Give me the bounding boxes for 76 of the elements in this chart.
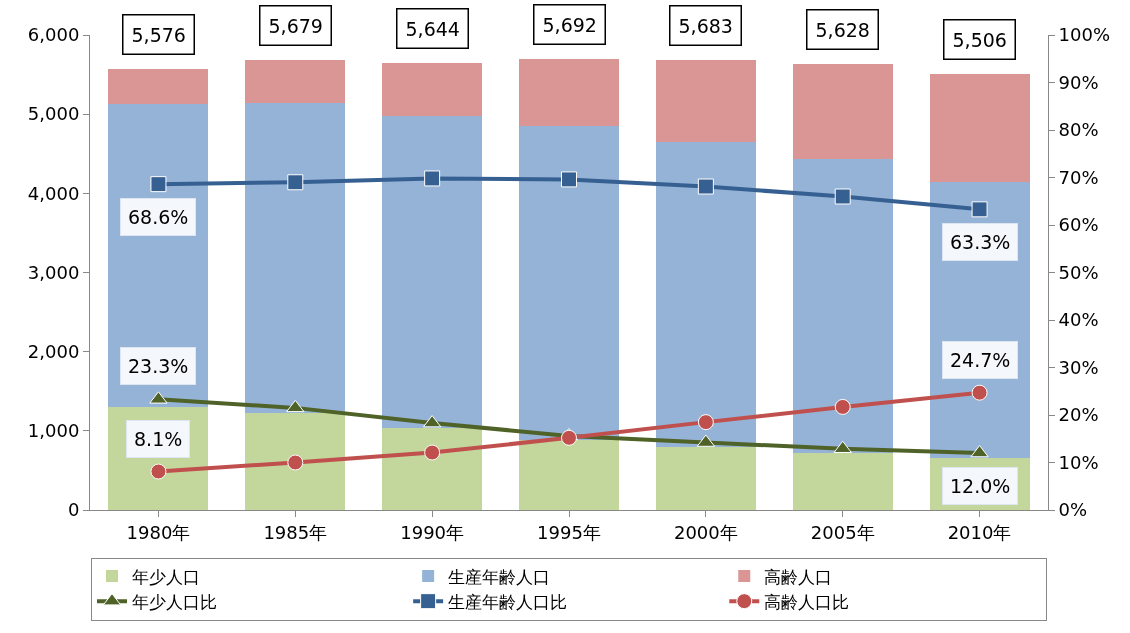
total-label: 5,576 <box>131 23 186 46</box>
legend-label: 生産年齢人口 <box>448 566 551 587</box>
total-label: 5,692 <box>542 13 597 36</box>
y2-tick-label: 80% <box>1058 119 1099 141</box>
total-label: 5,628 <box>815 18 870 41</box>
legend-label: 年少人口比 <box>132 591 217 612</box>
bar <box>655 141 756 447</box>
y2-tick-label: 20% <box>1058 404 1099 426</box>
bar <box>245 413 346 510</box>
legend-label: 生産年齢人口比 <box>448 591 568 612</box>
bar <box>245 103 346 414</box>
bar <box>519 126 619 440</box>
data-label: 23.3% <box>128 355 189 377</box>
bar <box>792 64 893 159</box>
point <box>561 171 577 188</box>
point <box>424 444 441 461</box>
bar <box>245 60 346 104</box>
point <box>287 174 304 191</box>
point <box>697 178 714 195</box>
y-tick-label: 2,000 <box>27 340 80 362</box>
y2-tick-label: 90% <box>1058 71 1099 93</box>
bar <box>382 428 483 510</box>
data-label: 8.1% <box>134 428 183 450</box>
x-tick-label: 2010年 <box>947 521 1012 543</box>
point <box>697 414 714 431</box>
data-label: 63.3% <box>950 231 1011 253</box>
y-tick-label: 6,000 <box>27 24 80 46</box>
data-label: 24.7% <box>950 349 1011 371</box>
total-label: 5,644 <box>405 17 460 40</box>
point <box>834 398 851 415</box>
y-tick-label: 1,000 <box>27 420 80 442</box>
point <box>286 399 305 413</box>
y2-tick-label: 70% <box>1058 166 1099 188</box>
y2-tick-label: 10% <box>1058 451 1099 473</box>
point <box>424 170 441 187</box>
y-tick-label: 0 <box>67 499 80 521</box>
point <box>150 176 167 193</box>
y2-tick-label: 40% <box>1058 309 1099 331</box>
y2-tick-label: 60% <box>1058 214 1099 236</box>
point <box>834 188 851 205</box>
y-tick-label: 4,000 <box>27 182 80 204</box>
point <box>150 463 167 480</box>
total-label: 5,506 <box>952 28 1007 51</box>
point <box>971 201 988 218</box>
legend-label: 高齢人口 <box>764 566 833 587</box>
x-tick-label: 1995年 <box>537 521 601 543</box>
bar <box>655 446 756 510</box>
bar <box>519 439 619 510</box>
data-label: 12.0% <box>950 475 1011 497</box>
y-tick-label: 3,000 <box>27 261 80 283</box>
data-label: 68.6% <box>128 206 189 228</box>
point <box>287 454 304 471</box>
bar <box>519 59 619 127</box>
bar <box>108 68 209 105</box>
y2-tick-label: 50% <box>1058 261 1099 283</box>
point <box>561 429 577 446</box>
point <box>971 384 988 401</box>
x-tick-label: 1985年 <box>263 521 328 543</box>
bar <box>382 116 483 429</box>
legend-label: 高齢人口比 <box>764 591 850 612</box>
x-tick-label: 2005年 <box>810 521 875 543</box>
bar <box>792 452 893 510</box>
x-tick-label: 2000年 <box>673 521 738 543</box>
total-label: 5,683 <box>678 14 733 37</box>
bar <box>929 74 1030 182</box>
x-tick-label: 1980年 <box>126 521 191 543</box>
total-label: 5,679 <box>268 14 323 37</box>
legend-label: 年少人口 <box>132 566 200 587</box>
bar <box>655 60 756 142</box>
y2-tick-label: 0% <box>1058 499 1088 521</box>
y-tick-label: 5,000 <box>27 103 80 125</box>
x-tick-label: 1990年 <box>400 521 465 543</box>
y2-tick-label: 100% <box>1058 24 1111 46</box>
bar <box>382 63 483 117</box>
y2-tick-label: 30% <box>1058 356 1099 378</box>
bar <box>792 158 893 453</box>
